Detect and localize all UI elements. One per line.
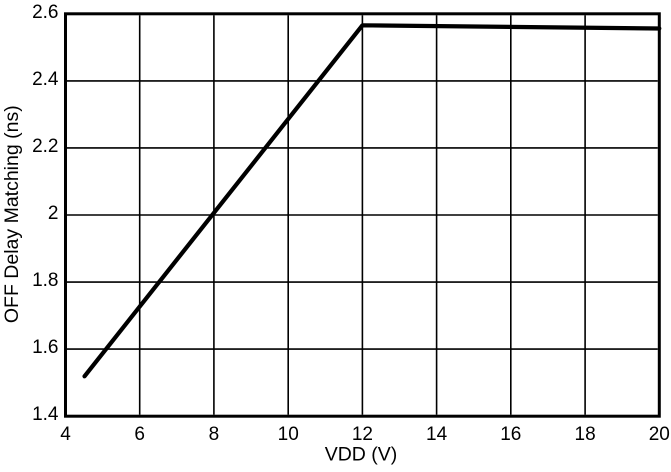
svg-text:1.6: 1.6 (32, 337, 58, 358)
svg-text:14: 14 (426, 424, 448, 445)
svg-text:16: 16 (500, 424, 521, 445)
svg-text:8: 8 (209, 424, 220, 445)
svg-text:2: 2 (48, 203, 59, 224)
svg-text:18: 18 (575, 424, 596, 445)
svg-text:VDD (V): VDD (V) (325, 443, 398, 465)
svg-text:2.6: 2.6 (32, 2, 58, 23)
svg-text:1.4: 1.4 (32, 404, 59, 425)
svg-text:12: 12 (352, 424, 373, 445)
svg-text:10: 10 (278, 424, 299, 445)
svg-text:1.8: 1.8 (32, 270, 58, 291)
svg-text:20: 20 (649, 424, 670, 445)
svg-text:OFF Delay Matching (ns): OFF Delay Matching (ns) (1, 105, 23, 323)
svg-text:4: 4 (60, 424, 71, 445)
svg-text:2.4: 2.4 (32, 69, 59, 90)
svg-text:6: 6 (134, 424, 145, 445)
svg-text:2.2: 2.2 (32, 136, 58, 157)
